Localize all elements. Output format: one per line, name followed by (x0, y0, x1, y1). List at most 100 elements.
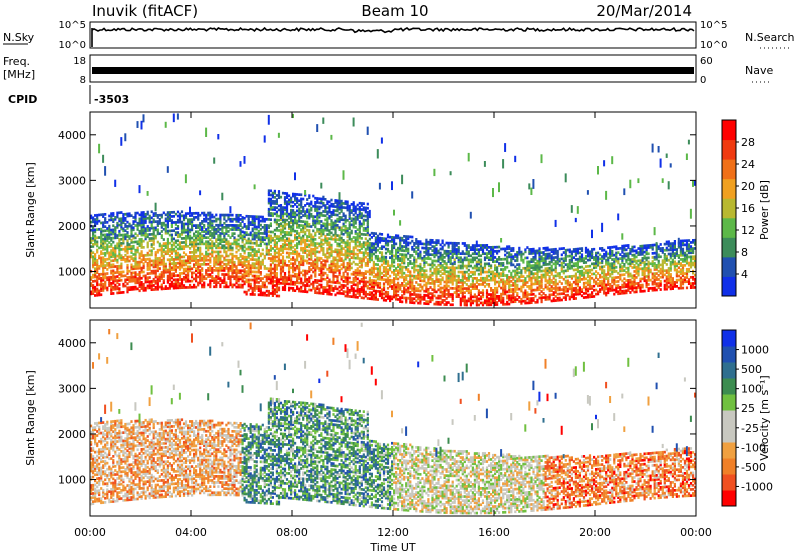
echo-cell (191, 267, 193, 270)
echo-cell (153, 284, 155, 287)
echo-cell (433, 303, 435, 306)
echo-cell (240, 218, 242, 221)
echo-cell (187, 286, 189, 289)
echo-cell (280, 204, 282, 207)
echo-cell (102, 283, 104, 286)
echo-cell (341, 263, 343, 266)
echo-cell (336, 249, 338, 252)
echo-cell (252, 262, 254, 265)
echo-cell (324, 235, 326, 238)
echo-cell (264, 135, 266, 142)
echo-cell (244, 223, 246, 226)
echo-cell (298, 224, 300, 227)
echo-cell (324, 272, 326, 275)
echo-cell (233, 218, 235, 221)
echo-cell (332, 269, 334, 272)
echo-cell (270, 222, 272, 225)
echo-cell (108, 219, 110, 222)
echo-cell (264, 282, 266, 285)
echo-cell (446, 275, 448, 278)
echo-cell (393, 269, 395, 272)
echo-cell (98, 265, 100, 268)
echo-cell (203, 230, 205, 233)
echo-cell (300, 228, 302, 231)
echo-cell (130, 264, 132, 267)
echo-cell (425, 257, 427, 260)
echo-cell (448, 285, 450, 288)
echo-cell (274, 239, 276, 242)
echo-cell (262, 281, 264, 284)
echo-cell (278, 223, 280, 226)
echo-cell (429, 264, 431, 267)
echo-cell (300, 247, 302, 250)
echo-cell (456, 279, 458, 282)
echo-cell (280, 222, 282, 225)
echo-cell (296, 220, 298, 223)
echo-cell (229, 265, 231, 268)
echo-cell (399, 276, 401, 279)
echo-cell (225, 214, 227, 217)
echo-cell (490, 271, 492, 274)
echo-cell (403, 249, 405, 252)
echo-cell (474, 277, 476, 280)
echo-cell (421, 267, 423, 270)
echo-cell (365, 256, 367, 259)
echo-cell (215, 218, 217, 221)
echo-cell (98, 290, 100, 293)
echo-cell (274, 288, 276, 291)
echo-cell (191, 251, 193, 254)
echo-cell (175, 227, 177, 230)
echo-cell (415, 246, 417, 249)
echo-cell (104, 252, 106, 255)
echo-cell (314, 232, 316, 235)
echo-cell (476, 252, 478, 255)
freq-band (92, 67, 694, 74)
echo-cell (339, 235, 341, 238)
echo-cell (448, 289, 450, 292)
echo-cell (379, 290, 381, 293)
echo-cell (282, 225, 284, 228)
echo-cell (318, 243, 320, 246)
echo-cell (290, 225, 292, 228)
echo-cell (405, 274, 407, 277)
echo-cell (496, 301, 498, 304)
echo-cell (288, 221, 290, 224)
echo-cell (270, 292, 272, 295)
echo-cell (256, 250, 258, 253)
echo-cell (246, 240, 248, 243)
echo-cell (494, 246, 496, 249)
echo-cell (476, 261, 478, 264)
echo-cell (421, 286, 423, 289)
echo-cell (124, 274, 126, 277)
echo-cell (365, 219, 367, 222)
echo-cell (195, 230, 197, 233)
echo-cell (288, 287, 290, 290)
echo-cell (452, 303, 454, 306)
echo-cell (292, 246, 294, 249)
echo-cell (254, 184, 256, 189)
echo-cell (427, 247, 429, 250)
echo-cell (498, 256, 500, 259)
echo-cell (330, 199, 332, 202)
echo-cell (203, 255, 205, 258)
echo-cell (385, 256, 387, 259)
echo-cell (393, 255, 395, 258)
echo-cell (375, 232, 377, 235)
echo-cell (118, 218, 120, 221)
echo-cell (296, 285, 298, 288)
echo-cell (134, 212, 136, 215)
echo-cell (320, 224, 322, 227)
echo-cell (104, 246, 106, 249)
echo-cell (405, 266, 407, 269)
echo-cell (124, 217, 126, 220)
echo-cell (464, 252, 466, 255)
cpid-value: -3503 (94, 93, 129, 106)
echo-cell (496, 287, 498, 290)
echo-cell (213, 277, 215, 280)
echo-cell (421, 243, 423, 246)
echo-cell (446, 262, 448, 265)
echo-cell (318, 220, 320, 223)
echo-cell (500, 248, 502, 251)
echo-cell (120, 254, 122, 257)
echo-cell (286, 231, 288, 234)
